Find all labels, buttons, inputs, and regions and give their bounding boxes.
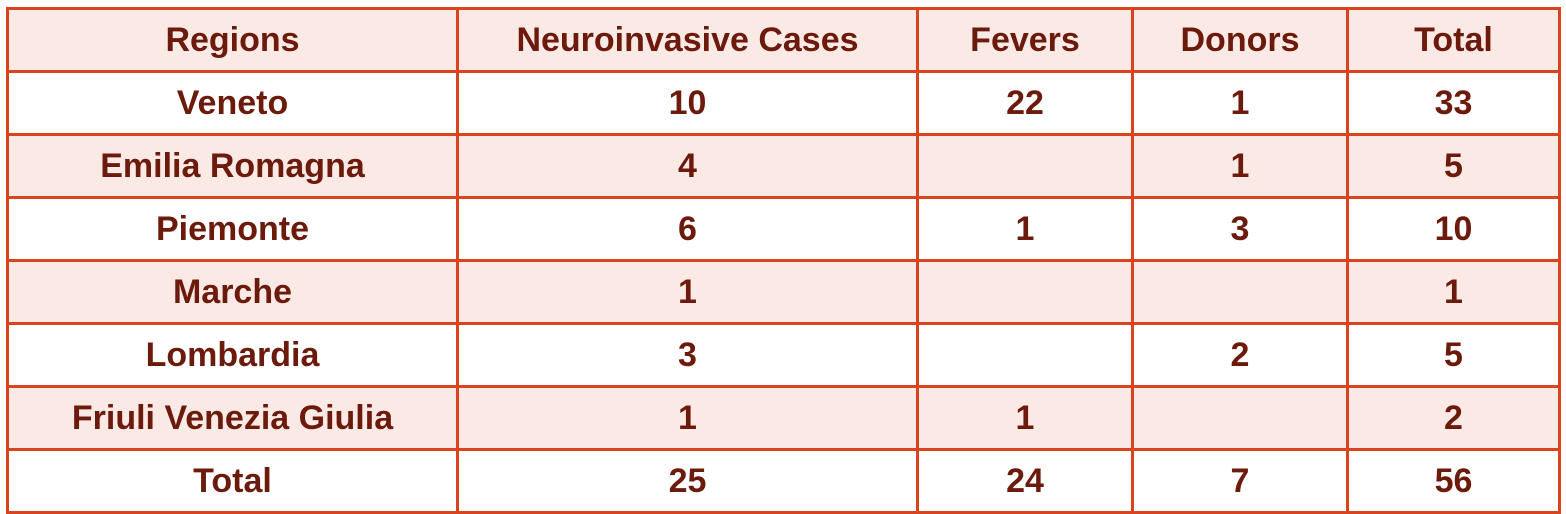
cell-region: Emilia Romagna bbox=[6, 133, 459, 199]
cell-donors: 2 bbox=[1131, 322, 1349, 388]
table-row: Veneto 10 22 1 33 bbox=[6, 70, 1561, 136]
cell-neuroinvasive: 1 bbox=[456, 385, 919, 451]
table-container: Regions Neuroinvasive Cases Fevers Donor… bbox=[6, 7, 1561, 514]
cell-region: Piemonte bbox=[6, 196, 459, 262]
cell-donors bbox=[1131, 385, 1349, 451]
total-fevers: 24 bbox=[916, 448, 1134, 514]
total-overall: 56 bbox=[1346, 448, 1561, 514]
cell-total: 2 bbox=[1346, 385, 1561, 451]
cell-region: Marche bbox=[6, 259, 459, 325]
table-header-row: Regions Neuroinvasive Cases Fevers Donor… bbox=[6, 7, 1561, 73]
cell-fevers: 1 bbox=[916, 385, 1134, 451]
cell-fevers bbox=[916, 133, 1134, 199]
cell-donors: 1 bbox=[1131, 70, 1349, 136]
cell-total: 5 bbox=[1346, 133, 1561, 199]
cell-neuroinvasive: 4 bbox=[456, 133, 919, 199]
cell-total: 1 bbox=[1346, 259, 1561, 325]
cell-region: Lombardia bbox=[6, 322, 459, 388]
cell-donors bbox=[1131, 259, 1349, 325]
cell-fevers bbox=[916, 259, 1134, 325]
cell-region: Friuli Venezia Giulia bbox=[6, 385, 459, 451]
cell-neuroinvasive: 6 bbox=[456, 196, 919, 262]
cell-neuroinvasive: 10 bbox=[456, 70, 919, 136]
cell-neuroinvasive: 1 bbox=[456, 259, 919, 325]
total-neuroinvasive: 25 bbox=[456, 448, 919, 514]
cell-fevers bbox=[916, 322, 1134, 388]
header-regions: Regions bbox=[6, 7, 459, 73]
table-row: Lombardia 3 2 5 bbox=[6, 322, 1561, 388]
header-neuroinvasive-cases: Neuroinvasive Cases bbox=[456, 7, 919, 73]
table-row: Friuli Venezia Giulia 1 1 2 bbox=[6, 385, 1561, 451]
table-row: Marche 1 1 bbox=[6, 259, 1561, 325]
total-label: Total bbox=[6, 448, 459, 514]
cell-total: 10 bbox=[1346, 196, 1561, 262]
cell-total: 33 bbox=[1346, 70, 1561, 136]
header-donors: Donors bbox=[1131, 7, 1349, 73]
cell-region: Veneto bbox=[6, 70, 459, 136]
table-row: Emilia Romagna 4 1 5 bbox=[6, 133, 1561, 199]
cell-neuroinvasive: 3 bbox=[456, 322, 919, 388]
table-row: Piemonte 6 1 3 10 bbox=[6, 196, 1561, 262]
cell-donors: 1 bbox=[1131, 133, 1349, 199]
cell-fevers: 1 bbox=[916, 196, 1134, 262]
regions-cases-table: Regions Neuroinvasive Cases Fevers Donor… bbox=[6, 7, 1561, 514]
table-total-row: Total 25 24 7 56 bbox=[6, 448, 1561, 514]
cell-total: 5 bbox=[1346, 322, 1561, 388]
header-total: Total bbox=[1346, 7, 1561, 73]
cell-donors: 3 bbox=[1131, 196, 1349, 262]
header-fevers: Fevers bbox=[916, 7, 1134, 73]
total-donors: 7 bbox=[1131, 448, 1349, 514]
cell-fevers: 22 bbox=[916, 70, 1134, 136]
